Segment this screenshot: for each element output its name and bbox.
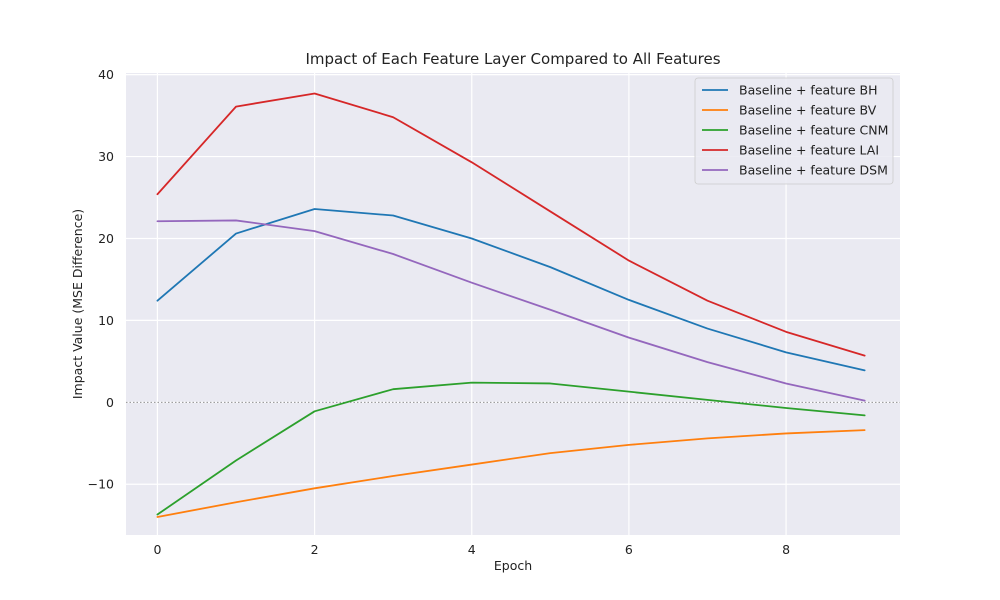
x-tick-label: 8 (782, 542, 790, 557)
y-tick-label: 40 (98, 67, 114, 82)
x-tick-label: 6 (625, 542, 633, 557)
y-axis-label: Impact Value (MSE Difference) (70, 209, 85, 399)
legend-label-3: Baseline + feature LAI (739, 143, 879, 158)
x-tick-label: 2 (311, 542, 319, 557)
y-tick-label: 10 (98, 313, 114, 328)
legend-box (694, 77, 894, 185)
y-tick-label: 20 (98, 231, 114, 246)
y-tick-label: 30 (98, 149, 114, 164)
x-axis-label: Epoch (494, 558, 532, 573)
series-line-0 (156, 208, 866, 372)
legend: Baseline + feature BH Baseline + feature … (694, 77, 894, 185)
x-axis-ticks: 0 2 4 6 8 (153, 542, 790, 557)
x-tick-label: 4 (468, 542, 476, 557)
series-line-4 (156, 219, 866, 402)
y-tick-label: 0 (106, 395, 114, 410)
x-tick-label: 0 (153, 542, 161, 557)
legend-label-4: Baseline + feature DSM (739, 163, 888, 178)
series-line-1 (156, 429, 866, 518)
legend-label-2: Baseline + feature CNM (739, 123, 888, 138)
y-axis-ticks: −10 0 10 20 30 40 (88, 67, 114, 492)
legend-label-0: Baseline + feature BH (739, 83, 878, 98)
series-group (156, 92, 866, 518)
y-tick-label: −10 (88, 477, 114, 492)
chart-title: Impact of Each Feature Layer Compared to… (305, 50, 720, 68)
legend-label-1: Baseline + feature BV (739, 103, 877, 118)
series-line-2 (156, 381, 866, 516)
series-line-3 (156, 92, 866, 357)
